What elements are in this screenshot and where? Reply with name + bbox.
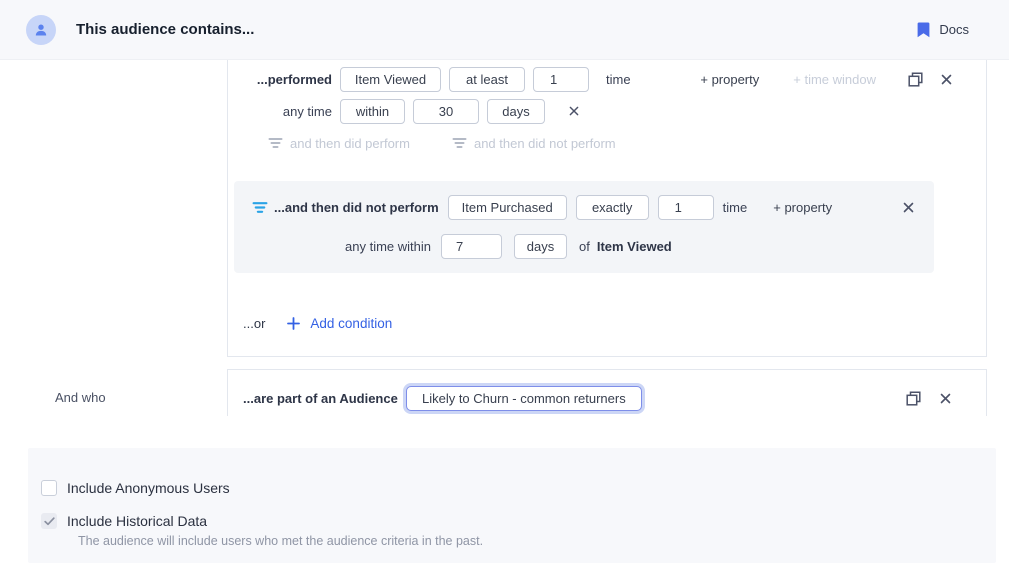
filter-icon-active	[252, 201, 268, 213]
header: This audience contains... Docs	[0, 0, 1009, 60]
close-icon	[940, 393, 951, 404]
and-who-label: And who	[55, 390, 106, 405]
person-icon	[35, 24, 47, 35]
filter-icon	[268, 138, 283, 148]
performed-row: ...performed Item Viewed at least time +…	[228, 66, 986, 92]
and-then-did-perform-link[interactable]: and then did perform	[268, 136, 410, 151]
page-title: This audience contains...	[76, 21, 255, 38]
nested-add-property-link[interactable]: + property	[773, 199, 833, 215]
add-property-link[interactable]: + property	[700, 71, 760, 87]
condition-group-audience: ...are part of an Audience	[227, 369, 987, 416]
audience-prefix-label: ...are part of an Audience	[243, 391, 398, 406]
audience-row: ...are part of an Audience	[228, 386, 986, 411]
nested-window-value-input[interactable]	[441, 233, 502, 259]
remove-time-window-button[interactable]	[569, 106, 579, 116]
nested-operator-select[interactable]: exactly	[575, 194, 649, 220]
historical-data-label: Include Historical Data	[67, 513, 208, 529]
or-row: ...or Add condition	[228, 311, 986, 335]
time-suffix-label: time	[606, 71, 631, 87]
count-input[interactable]	[533, 66, 589, 92]
nested-performed-row: ...and then did not perform Item Purchas…	[234, 193, 934, 221]
copy-icon	[908, 71, 923, 87]
avatar	[26, 14, 56, 45]
or-label: ...or	[243, 315, 266, 331]
close-icon	[903, 202, 914, 212]
and-who-section: And who ...are part of an Audience	[0, 369, 1009, 416]
window-value-input[interactable]	[413, 98, 479, 124]
nested-window-unit-select[interactable]: days	[514, 233, 567, 259]
anonymous-users-checkbox[interactable]	[41, 480, 57, 496]
add-time-window-link: + time window	[793, 71, 876, 87]
event-select[interactable]: Item Viewed	[340, 66, 441, 92]
docs-label: Docs	[939, 22, 969, 37]
nested-time-suffix-label: time	[722, 199, 748, 215]
within-select[interactable]: within	[340, 98, 405, 124]
did-perform-label: and then did perform	[290, 135, 410, 151]
nested-count-input[interactable]	[657, 194, 714, 220]
then-links-row: and then did perform and then did not pe…	[228, 132, 986, 154]
duplicate-audience-button[interactable]	[906, 391, 921, 406]
window-unit-select[interactable]: days	[487, 98, 545, 124]
nested-window-prefix-label: any time within	[345, 238, 431, 254]
copy-icon	[906, 391, 921, 406]
of-label: of	[579, 238, 590, 254]
did-not-perform-label: and then did not perform	[473, 135, 616, 151]
operator-select[interactable]: at least	[449, 66, 525, 92]
bookmark-icon	[917, 22, 930, 37]
nested-remove-button[interactable]	[903, 202, 914, 213]
audience-select-input[interactable]	[405, 386, 642, 411]
historical-data-description: The audience will include users who met …	[78, 534, 484, 548]
check-icon	[43, 516, 55, 525]
options-panel: Include Anonymous Users Include Historic…	[28, 448, 996, 563]
historical-data-checkbox[interactable]	[41, 513, 57, 529]
duplicate-condition-button[interactable]	[908, 71, 923, 87]
remove-condition-button[interactable]	[941, 74, 952, 85]
condition-group-performed: ...performed Item Viewed at least time +…	[227, 60, 987, 357]
of-event-label: Item Viewed	[596, 238, 672, 254]
historical-data-option: Include Historical Data	[41, 513, 996, 529]
close-icon	[569, 106, 579, 116]
and-then-did-not-perform-link[interactable]: and then did not perform	[452, 136, 616, 151]
nested-prefix-label: ...and then did not perform	[274, 199, 439, 215]
anonymous-users-option: Include Anonymous Users	[41, 480, 996, 496]
nested-event-select[interactable]: Item Purchased	[447, 194, 567, 220]
nested-condition-block: ...and then did not perform Item Purchas…	[234, 181, 934, 273]
nested-window-row: any time within days of Item Viewed	[234, 232, 934, 260]
close-icon	[941, 74, 952, 84]
time-window-row: any time within days	[228, 98, 986, 124]
anonymous-users-label: Include Anonymous Users	[67, 480, 230, 496]
add-condition-link[interactable]: Add condition	[310, 315, 393, 331]
plus-icon	[287, 316, 301, 330]
filter-icon	[452, 138, 467, 148]
remove-audience-button[interactable]	[940, 393, 951, 404]
any-time-label: any time	[282, 103, 332, 119]
performed-prefix-label: ...performed	[256, 71, 332, 87]
docs-link[interactable]: Docs	[917, 22, 969, 38]
